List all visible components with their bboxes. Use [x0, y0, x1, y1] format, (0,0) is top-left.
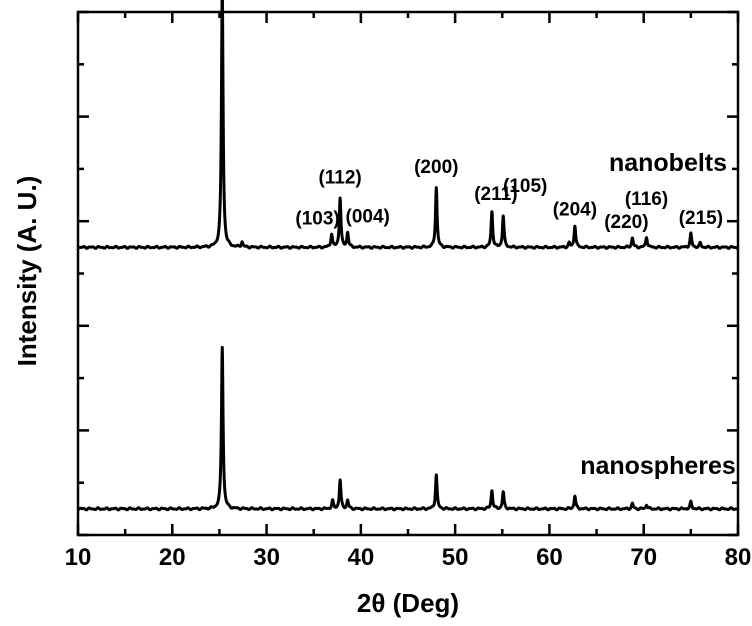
- peak-label: (103): [295, 208, 339, 229]
- peak-label: (105): [503, 176, 547, 197]
- x-axis-title: 2θ (Deg): [357, 588, 459, 618]
- nanobelts-label: nanobelts: [609, 149, 727, 177]
- x-tick-label: 30: [253, 544, 280, 571]
- peak-label: (004): [346, 207, 390, 228]
- peak-labels: (101)(103)(112)(004)(200)(211)(105)(204)…: [295, 157, 723, 233]
- series-labels: nanobelts nanospheres: [580, 149, 736, 480]
- x-tick-label: 80: [725, 544, 752, 571]
- peak-label: (116): [625, 189, 668, 210]
- peak-label: (200): [414, 157, 458, 178]
- x-tick-label: 10: [65, 544, 92, 571]
- x-tick-labels: 10 20 30 40 50 60 70 80: [65, 544, 752, 571]
- nanobelts-line: [76, 0, 740, 250]
- peak-label: (220): [604, 212, 648, 233]
- peak-label: (204): [553, 199, 597, 220]
- x-tick-label: 40: [348, 544, 375, 571]
- y-axis-title: Intensity (A. U.): [12, 176, 42, 367]
- peak-label: (211): [474, 184, 517, 205]
- plot-lines: [76, 0, 740, 512]
- peak-label: (215): [679, 208, 723, 229]
- axes-frame: [76, 10, 740, 537]
- x-tick-label: 20: [159, 544, 186, 571]
- x-tick-label: 50: [442, 544, 469, 571]
- nanospheres-line: [76, 345, 740, 512]
- x-tick-label: 70: [630, 544, 657, 571]
- nanospheres-label: nanospheres: [580, 452, 736, 480]
- x-tick-label: 60: [536, 544, 563, 571]
- peak-label: (112): [318, 168, 361, 189]
